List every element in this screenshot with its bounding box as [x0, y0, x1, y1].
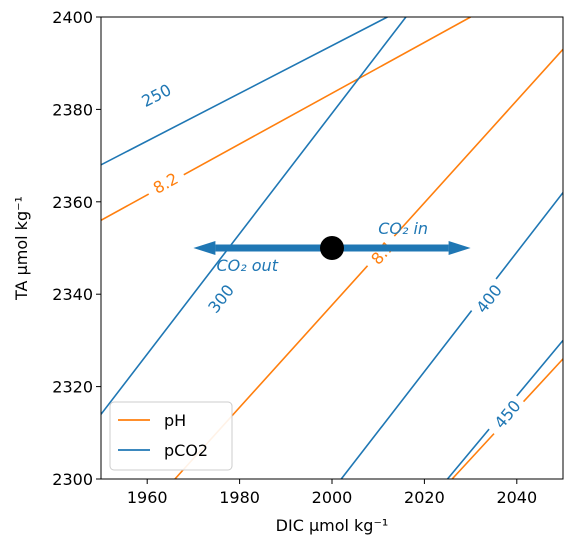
- annotation-co-out: CO₂ out: [217, 256, 279, 275]
- y-tick-label: 2300: [52, 470, 93, 489]
- y-axis-label: TA μmol kg⁻¹: [12, 196, 31, 301]
- y-tick-label: 2400: [52, 8, 93, 27]
- y-axis-ticks: 2300 2320 2340 2360 2380 2400: [52, 8, 101, 489]
- x-tick-label: 2000: [312, 488, 353, 507]
- legend-label-pco2: pCO2: [164, 441, 208, 460]
- x-tick-label: 2040: [496, 488, 537, 507]
- state-point-marker: [320, 236, 344, 260]
- arrow-head-left: [193, 241, 215, 255]
- legend-label-ph: pH: [164, 411, 186, 430]
- y-tick-label: 2360: [52, 193, 93, 212]
- x-tick-label: 1980: [219, 488, 260, 507]
- contour-line-pco2-300: [101, 17, 406, 414]
- arrow-head-right: [449, 241, 471, 255]
- contour-line-pco2-400: [341, 193, 563, 479]
- y-tick-label: 2340: [52, 285, 93, 304]
- y-tick-label: 2380: [52, 100, 93, 119]
- x-axis-label: DIC μmol kg⁻¹: [276, 516, 389, 535]
- y-tick-label: 2320: [52, 378, 93, 397]
- x-tick-label: 1960: [127, 488, 168, 507]
- legend: pH pCO2: [110, 402, 232, 470]
- x-axis-ticks: 1960 1980 2000 2020 2040: [127, 479, 537, 507]
- annotation-co-in: CO₂ in: [378, 219, 428, 238]
- x-tick-label: 2020: [404, 488, 445, 507]
- state-point: [320, 236, 344, 260]
